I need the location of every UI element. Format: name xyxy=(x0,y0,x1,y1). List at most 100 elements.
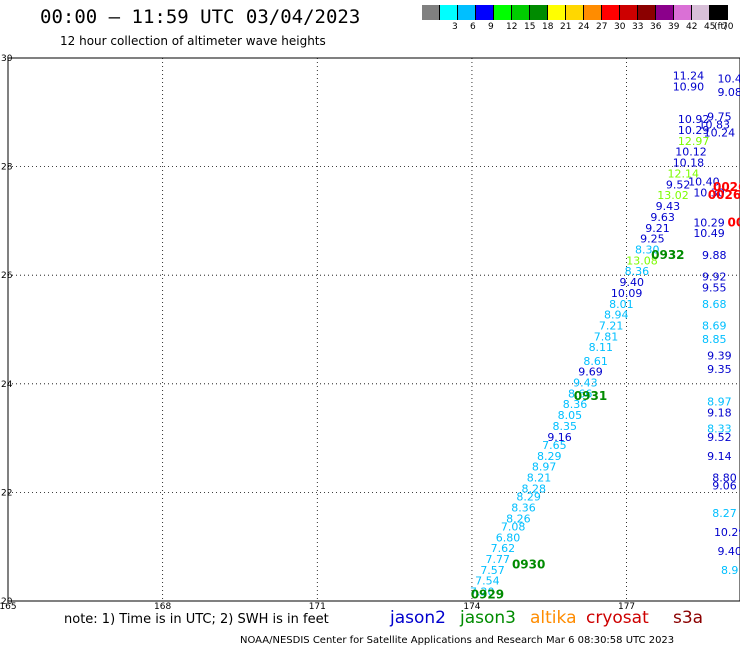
swh-value: 10.18 xyxy=(673,157,705,170)
swh-value: 9.55 xyxy=(702,281,727,294)
satellite-name: jason2 xyxy=(390,608,446,628)
legend-swatch xyxy=(692,5,710,20)
swh-value: 8.30 xyxy=(635,243,660,256)
legend-label: 6 xyxy=(470,22,476,32)
swh-value: 7.77 xyxy=(485,553,510,566)
swh-value: 8.69 xyxy=(702,320,727,333)
swh-value: 9.14 xyxy=(707,450,732,463)
swh-value: 8.29 xyxy=(516,491,541,504)
legend-label: 39 xyxy=(668,22,680,32)
legend-label: 33 xyxy=(632,22,644,32)
legend-swatch xyxy=(440,5,458,20)
swh-value: 10.09 xyxy=(611,287,643,300)
swh-value: 9.18 xyxy=(707,406,732,419)
swh-value: 9.69 xyxy=(578,366,603,379)
page-title: 00:00 – 11:59 UTC 03/04/2023 xyxy=(40,6,361,28)
wave-height-map: 165 168 171 174 177 30 28 26 24 22 20 7.207.547.57… xyxy=(0,54,740,610)
wave-height-observations: 7.207.547.577.777.626.807.088.268.368.29… xyxy=(470,70,740,602)
swh-value: 9.06 xyxy=(712,480,737,493)
legend-swatch xyxy=(620,5,638,20)
color-legend-labels: 3 6 9 12 15 18 21 24 27 30 33 36 39 42 45 70 (ft) xyxy=(422,22,740,34)
legend-swatch xyxy=(458,5,476,20)
swh-value: 7.81 xyxy=(594,330,619,343)
swh-value: 8.26 xyxy=(506,512,531,525)
legend-label: 30 xyxy=(614,22,626,32)
swh-value: 10.92 xyxy=(678,113,710,126)
lon-tick-label: 177 xyxy=(618,602,635,610)
swh-value: 10.12 xyxy=(675,146,707,159)
satellite-name: s3a xyxy=(673,608,704,628)
swh-value: 9.43 xyxy=(573,377,598,390)
lat-tick-label: 26 xyxy=(1,271,13,281)
swh-value: 11.24 xyxy=(673,70,705,83)
legend-label: 24 xyxy=(578,22,590,32)
swh-value: 8.21 xyxy=(527,472,552,485)
swh-value: 8.01 xyxy=(609,298,634,311)
swh-value: 8.85 xyxy=(702,333,727,346)
swh-value: 9.43 xyxy=(656,200,681,213)
satellite-name: jason3 xyxy=(460,608,516,628)
swh-value: 8.61 xyxy=(583,355,608,368)
swh-value: 8.36 xyxy=(625,265,650,278)
pass-time-label: 0026 xyxy=(708,188,740,202)
legend-swatch xyxy=(674,5,692,20)
footer-note: note: 1) Time is in UTC; 2) SWH is in fe… xyxy=(64,612,329,627)
swh-value: 9.25 xyxy=(640,233,665,246)
swh-value: 8.80 xyxy=(712,472,737,485)
swh-value: 8.97 xyxy=(707,396,732,409)
swh-value: 7.54 xyxy=(475,575,500,588)
satellite-name: altika xyxy=(530,608,577,628)
swh-value: 9.92 xyxy=(702,271,727,284)
swh-value: 9.35 xyxy=(707,363,732,376)
swh-value: 8.28 xyxy=(522,482,547,495)
swh-value: 9.08 xyxy=(717,86,740,99)
legend-swatch xyxy=(656,5,674,20)
swh-value: 8.9 xyxy=(721,564,739,577)
color-legend xyxy=(422,5,728,21)
legend-swatch xyxy=(494,5,512,20)
swh-value: 8.97 xyxy=(532,461,557,474)
map-frame xyxy=(7,57,740,602)
swh-value: 10.40 xyxy=(688,176,720,189)
legend-label: 36 xyxy=(650,22,662,32)
lat-tick-label: 22 xyxy=(1,488,12,498)
swh-value: 8.68 xyxy=(702,298,727,311)
legend-label: 21 xyxy=(560,22,572,32)
swh-value: 10.29 xyxy=(693,216,725,229)
lat-tick-label: 28 xyxy=(1,163,13,173)
swh-value: 7.65 xyxy=(542,439,567,452)
swh-value: 9.75 xyxy=(707,110,732,123)
swh-value: 7.62 xyxy=(491,542,516,555)
swh-value: 7.21 xyxy=(599,320,624,333)
swh-value: 9.21 xyxy=(645,222,670,235)
swh-value: 10.24 xyxy=(704,127,736,140)
lon-tick-label: 165 xyxy=(0,602,17,610)
legend-label: 9 xyxy=(488,22,494,32)
legend-swatch xyxy=(602,5,620,20)
legend-label: 15 xyxy=(524,22,536,32)
legend-label: 27 xyxy=(596,22,608,32)
swh-value: 7.20 xyxy=(470,586,495,599)
swh-value: 10.30 xyxy=(693,186,725,199)
swh-value: 8.36 xyxy=(563,398,588,411)
lat-tick-label: 24 xyxy=(1,380,13,390)
legend-swatch xyxy=(476,5,494,20)
swh-value: 9.52 xyxy=(666,178,691,191)
legend-unit: (ft) xyxy=(714,22,728,32)
swh-value: 9.39 xyxy=(707,349,732,362)
swh-value: 8.33 xyxy=(707,423,732,436)
swh-value: 8.94 xyxy=(604,309,629,322)
swh-value: 13.08 xyxy=(626,254,658,267)
pass-time-label: 0931 xyxy=(574,389,607,403)
legend-label: 18 xyxy=(542,22,554,32)
pass-time-label: 0932 xyxy=(651,248,684,262)
legend-swatch xyxy=(548,5,566,20)
swh-value: 9.40 xyxy=(619,276,644,289)
lon-tick-label: 174 xyxy=(463,602,480,610)
legend-swatch xyxy=(512,5,530,20)
swh-value: 8.36 xyxy=(511,501,536,514)
legend-swatch xyxy=(530,5,548,20)
legend-label: 3 xyxy=(452,22,458,32)
legend-label: 70 xyxy=(722,22,734,32)
legend-swatch xyxy=(584,5,602,20)
